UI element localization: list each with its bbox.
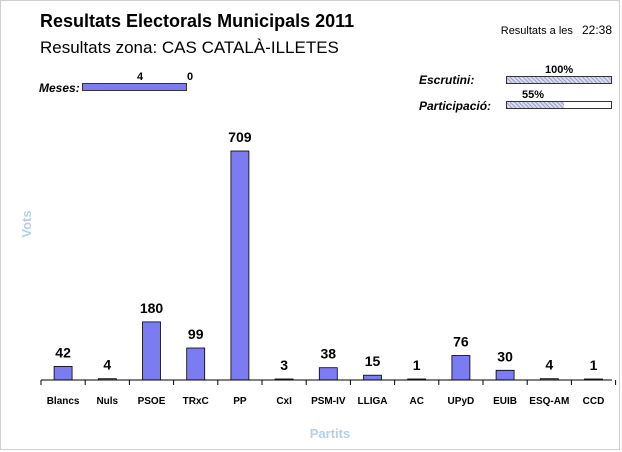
bar-lliga [363,374,382,381]
x-tick-label: LLIGA [358,396,388,407]
x-tick-label: TRxC [183,396,209,407]
meses-counted: 4 [137,71,144,83]
x-tick-label: Nuls [96,396,118,407]
x-tick-label: AC [409,396,423,407]
meses-bar [82,83,187,91]
bar-value-label: 38 [321,346,337,362]
x-tick-label: CCD [583,396,605,407]
x-tick-label: PSOE [138,396,166,407]
x-axis-title: Partits [310,426,350,441]
results-time: Resultats a les 22:38 [501,23,612,37]
bar-value-label: 1 [590,357,598,373]
x-tick-label: Blancs [47,396,80,407]
x-tick-label: ESQ-AM [529,396,569,407]
bar-value-label: 4 [103,357,111,373]
bar-value-label: 709 [228,129,252,145]
zone-subtitle: Resultats zona: CAS CATALÀ-ILLETES [40,38,339,57]
bar-value-label: 1 [413,357,421,373]
bar-value-label: 180 [140,300,164,316]
y-axis-title: Vots [19,210,34,237]
bar-value-label: 4 [545,357,553,373]
participacio-percent: 55% [522,89,545,101]
x-tick-label: UPyD [448,396,475,407]
bar-pp [230,150,250,381]
bar-blancs [53,365,73,381]
x-tick-label: PP [233,396,247,407]
bar-value-label: 30 [497,348,513,364]
bar-psm-iv [318,367,338,381]
bar-euib [495,369,515,381]
x-tick-label: PSM-IV [311,396,346,407]
meses-pending: 0 [187,71,194,83]
results-time-value: 22:38 [581,23,612,37]
participacio-bar [506,101,612,109]
escrutini-bar [506,76,612,84]
x-tick-label: CxI [276,396,292,407]
participacio-bar-fill [507,102,565,108]
bar-psoe [142,321,161,381]
page-title: Resultats Electorals Municipals 2011 [40,11,355,31]
participacio-label: Participació: [419,99,492,113]
bar-value-label: 76 [453,334,469,350]
x-tick-label: EUIB [493,396,517,407]
escrutini-bar-fill [507,77,611,83]
bar-upyd [451,355,471,381]
x-axis-ticks: Blancs Nuls PSOE TRxC PP CxI PSM-IV LLIGA AC UPyD… [40,380,617,407]
bar-group: 42 4 180 99 709 3 38 15 1 76 30 4 1 [53,129,603,381]
escrutini-percent: 100% [545,64,574,76]
bar-value-label: 99 [188,326,204,342]
escrutini-label: Escrutini: [419,73,475,87]
bar-value-label: 15 [365,353,381,369]
bar-value-label: 42 [55,344,71,360]
bar-value-label: 3 [280,357,288,373]
meses-bar-fill [83,84,186,90]
results-time-label: Resultats a les [500,25,573,37]
meses-label: Meses: [39,81,80,95]
bar-trxc [186,347,206,381]
